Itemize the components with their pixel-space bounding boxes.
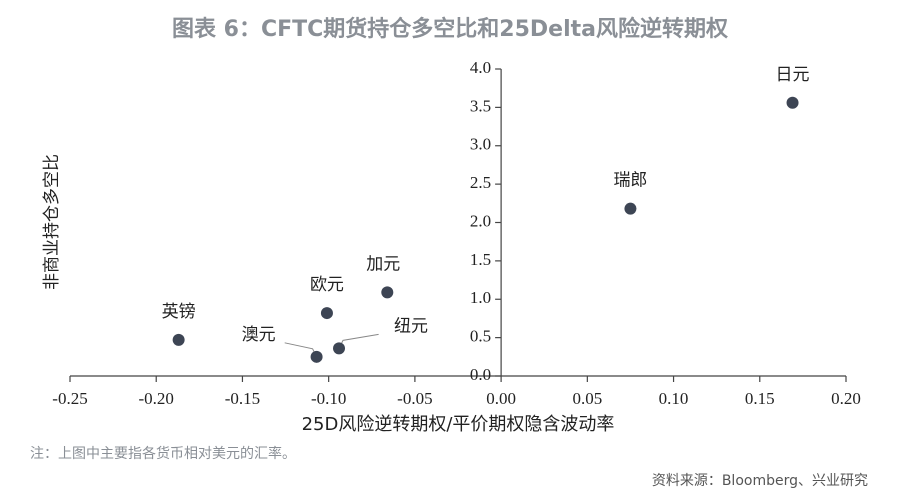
point bbox=[624, 202, 637, 215]
point-label: 欧元 bbox=[310, 275, 344, 295]
y-tick-label: 3.0 bbox=[470, 135, 491, 154]
x-tick-label: -0.05 bbox=[397, 389, 432, 408]
point bbox=[786, 96, 799, 109]
point bbox=[320, 307, 333, 320]
x-tick-label: -0.10 bbox=[311, 389, 346, 408]
leader-line bbox=[338, 333, 379, 349]
y-tick-label: 4.0 bbox=[470, 58, 491, 77]
x-tick-label: 0.05 bbox=[572, 389, 602, 408]
x-tick-label: 0.20 bbox=[831, 389, 861, 408]
source: 资料来源：Bloomberg、兴业研究 bbox=[652, 473, 868, 489]
point-label: 澳元 bbox=[242, 325, 276, 345]
y-tick-label: 1.5 bbox=[470, 250, 491, 269]
point bbox=[333, 342, 346, 355]
y-tick-label: 1.0 bbox=[470, 288, 491, 307]
point bbox=[310, 350, 323, 363]
x-axis-label: 25D风险逆转期权/平价期权隐含波动率 bbox=[302, 414, 615, 435]
point-label: 瑞郎 bbox=[613, 171, 647, 191]
point-label: 加元 bbox=[366, 254, 400, 274]
y-tick-label: 0.5 bbox=[470, 327, 491, 346]
point-label: 英镑 bbox=[162, 302, 196, 322]
x-tick-label: -0.25 bbox=[52, 389, 87, 408]
y-tick-label: 2.0 bbox=[470, 211, 491, 230]
chart-title: 图表 6：CFTC期货持仓多空比和25Delta风险逆转期权 bbox=[172, 16, 729, 42]
point-label: 日元 bbox=[776, 65, 810, 85]
x-tick-label: 0.10 bbox=[659, 389, 689, 408]
y-axis-label: 非商业持仓多空比 bbox=[42, 154, 62, 290]
point bbox=[172, 333, 185, 346]
x-tick-label: 0.15 bbox=[745, 389, 775, 408]
x-tick-label: 0.00 bbox=[486, 389, 516, 408]
note: 注：上图中主要指各货币相对美元的汇率。 bbox=[30, 445, 296, 462]
point-label: 纽元 bbox=[394, 316, 428, 336]
y-tick-label: 0.0 bbox=[470, 365, 491, 384]
x-tick-label: -0.15 bbox=[225, 389, 260, 408]
x-tick-label: -0.20 bbox=[139, 389, 174, 408]
y-tick-label: 3.5 bbox=[470, 96, 491, 115]
point bbox=[381, 286, 394, 299]
y-tick-label: 2.5 bbox=[470, 173, 491, 192]
